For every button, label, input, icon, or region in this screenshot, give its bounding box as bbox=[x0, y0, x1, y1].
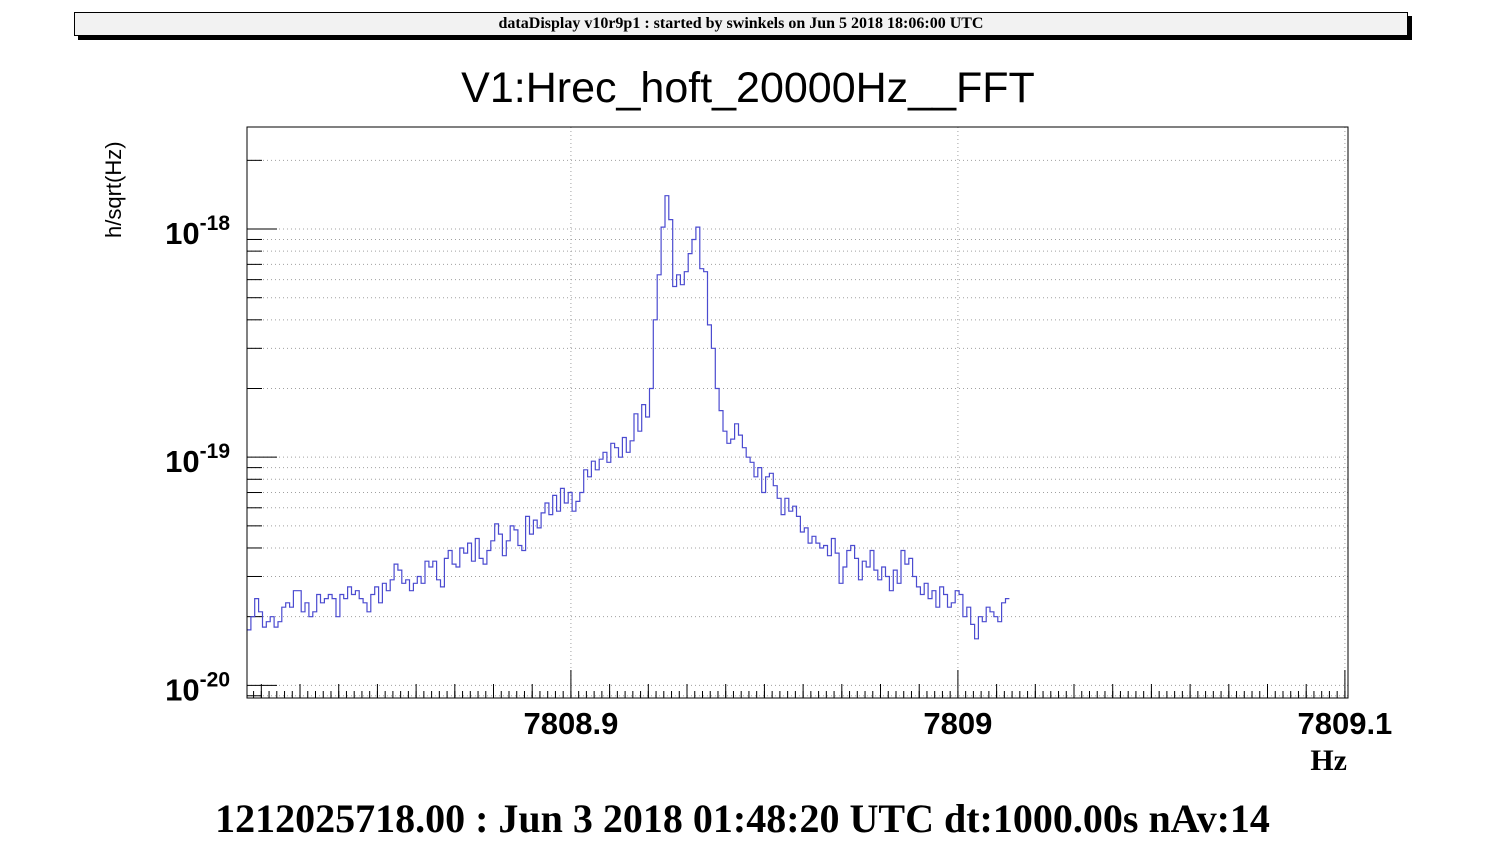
x-axis-label: Hz bbox=[1310, 744, 1347, 777]
grid-lines bbox=[247, 127, 1348, 698]
spectrum-series-line bbox=[247, 195, 1010, 640]
y-tick-label-base: 10 bbox=[165, 216, 199, 251]
y-tick-label-exponent: -20 bbox=[200, 668, 230, 691]
y-tick-label-base: 10 bbox=[165, 672, 199, 707]
chart-title: V1:Hrec_hoft_20000Hz__FFT bbox=[461, 64, 1035, 112]
plot-frame bbox=[246, 126, 1349, 699]
y-tick-label-exponent: -19 bbox=[200, 440, 230, 463]
y-tick-label: 10-19 bbox=[165, 440, 230, 479]
y-tick-label: 10-20 bbox=[165, 668, 230, 707]
axis-ticks bbox=[247, 159, 1346, 698]
fft-plot: V1:Hrec_hoft_20000Hz__FFT h/sqrt(Hz) Hz … bbox=[101, 64, 1392, 777]
y-tick-label-exponent: -18 bbox=[200, 212, 231, 235]
y-tick-label: 10-18 bbox=[165, 212, 230, 251]
x-tick-label: 7809.1 bbox=[1297, 706, 1392, 741]
x-tick-label: 7809 bbox=[923, 706, 992, 741]
y-axis-label: h/sqrt(Hz) bbox=[101, 141, 126, 238]
time-info-footer: 1212025718.00 : Jun 3 2018 01:48:20 UTC … bbox=[215, 796, 1270, 841]
y-tick-label-base: 10 bbox=[165, 444, 199, 479]
x-tick-label: 7808.9 bbox=[524, 706, 619, 741]
display-banner: dataDisplay v10r9p1 : started by swinkel… bbox=[74, 12, 1408, 36]
